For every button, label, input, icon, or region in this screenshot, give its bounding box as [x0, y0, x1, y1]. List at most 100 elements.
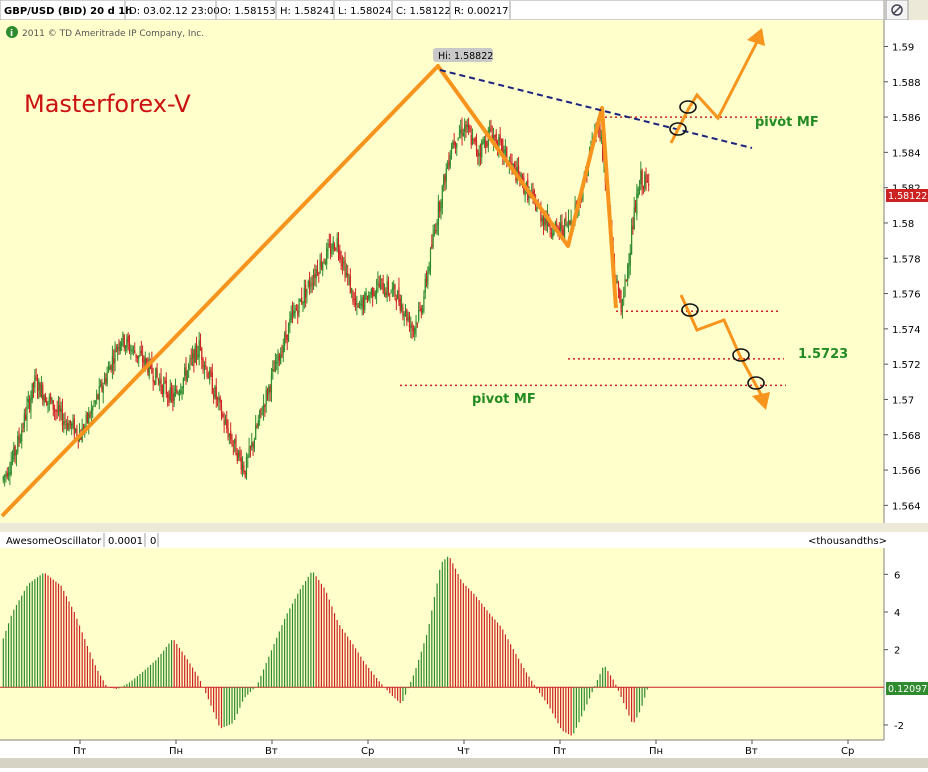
candle-body: [415, 320, 417, 329]
candle-body: [637, 188, 639, 198]
candle-body: [318, 273, 320, 275]
candle-body: [449, 155, 451, 168]
candle-body: [107, 366, 110, 372]
candle-body: [323, 259, 325, 263]
candle-body: [148, 359, 150, 377]
candle-body: [276, 362, 278, 364]
candle-body: [145, 358, 148, 362]
oscillator-name[interactable]: AwesomeOscillator: [6, 536, 102, 547]
time-axis: [0, 740, 928, 758]
candle-body: [119, 342, 121, 351]
candle-body: [352, 290, 354, 303]
candle-body: [262, 404, 265, 412]
candle-body: [239, 452, 241, 457]
candle-body: [237, 450, 240, 458]
candle-body: [118, 346, 120, 348]
candle-body: [122, 332, 124, 344]
candle-body: [502, 139, 504, 156]
candle-body: [398, 287, 400, 302]
pivot-label-bottom: pivot MF: [472, 392, 536, 407]
candle-body: [251, 442, 253, 447]
panel-separator[interactable]: [0, 523, 928, 532]
candle-body: [563, 219, 566, 239]
candle-body: [411, 323, 413, 329]
candle-body: [117, 347, 119, 351]
candle-body: [416, 323, 418, 325]
pivot-label-top: pivot MF: [755, 115, 819, 130]
candle-body: [402, 307, 404, 315]
time-tick-label: Вт: [265, 746, 278, 757]
trend-line: [439, 69, 753, 149]
candle-body: [457, 137, 459, 141]
candle-body: [394, 284, 396, 296]
candle-body: [2, 476, 4, 481]
candle-body: [97, 394, 99, 399]
symbol-label[interactable]: GBP/USD (BID) 20 d 1h: [4, 6, 132, 17]
candle-body: [90, 409, 92, 414]
candle-body: [623, 295, 625, 297]
candle-body: [627, 264, 629, 281]
candle-body: [56, 410, 58, 412]
candle-body: [99, 384, 102, 387]
candle-body: [245, 457, 248, 478]
candle-body: [259, 410, 261, 420]
candle-body: [197, 354, 199, 359]
candle-body: [468, 124, 470, 130]
candle-body: [397, 290, 399, 300]
candle-body: [302, 301, 304, 305]
candle-body: [132, 347, 135, 349]
candle-body: [36, 381, 39, 392]
candle-body: [454, 141, 457, 146]
candle-body: [372, 287, 374, 298]
candle-body: [362, 297, 365, 309]
candle-body: [216, 397, 219, 399]
price-tick-label: 1.578: [892, 254, 921, 265]
candle-body: [57, 405, 60, 413]
candle-body: [311, 283, 313, 285]
candle-body: [293, 310, 295, 317]
candle-body: [617, 281, 620, 291]
candle-body: [52, 400, 54, 410]
candle-body: [30, 397, 32, 412]
candle-body: [376, 288, 378, 294]
candle-body: [164, 379, 166, 382]
candle-body: [235, 435, 237, 456]
candle-body: [356, 303, 358, 305]
candle-body: [333, 244, 336, 252]
candle-body: [395, 299, 397, 302]
candle-body: [174, 389, 177, 396]
candle-body: [40, 384, 43, 397]
candle-body: [600, 137, 602, 140]
candle-body: [223, 419, 225, 426]
time-label-group: Пт Пн Вт Ср Чт Пт Пн Вт Ср: [73, 740, 854, 757]
candle-body: [445, 168, 447, 182]
candle-body: [155, 367, 157, 385]
candle-body: [562, 229, 564, 236]
candle-body: [190, 357, 192, 359]
candle-body: [535, 202, 537, 211]
candle-body: [570, 219, 572, 226]
scrollbar[interactable]: [0, 758, 928, 768]
candle-body: [315, 269, 317, 279]
candle-body: [470, 134, 472, 145]
candle-body: [399, 298, 401, 311]
candle-body: [103, 378, 106, 384]
candle-body: [560, 223, 562, 230]
candle-body: [485, 140, 487, 148]
candle-body: [248, 447, 250, 457]
candle-body: [504, 149, 507, 153]
candle-body: [414, 327, 416, 334]
candle-body: [582, 188, 584, 201]
candle-body: [32, 382, 35, 388]
candle-body: [550, 232, 553, 235]
candle-body: [105, 378, 107, 383]
candle-body: [410, 325, 412, 328]
candle-body: [328, 243, 330, 246]
candle-body: [159, 380, 161, 384]
candle-body: [345, 272, 347, 276]
candle-body: [554, 222, 556, 226]
candle-body: [536, 208, 538, 212]
candle-body: [466, 124, 468, 128]
candle-body: [377, 280, 379, 286]
candle-body: [444, 174, 446, 184]
